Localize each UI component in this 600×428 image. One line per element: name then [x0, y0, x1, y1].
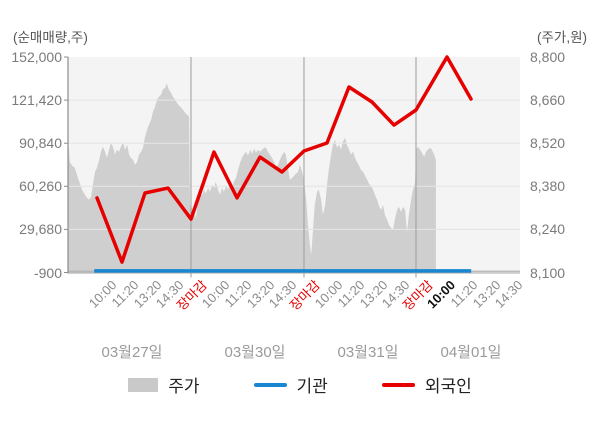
- legend-item-price: 주가: [128, 372, 200, 397]
- left-axis-tick-label: 60,260: [19, 178, 62, 195]
- institution-line-swatch: [253, 382, 287, 387]
- foreigner-line: [95, 55, 473, 264]
- left-axis-tick-label: 152,000: [11, 49, 62, 65]
- legend-label-institution: 기관: [296, 377, 328, 396]
- right-axis-tick-label: 8,240: [530, 221, 566, 238]
- left-axis-tick-label: 90,840: [19, 135, 62, 152]
- right-axis-tick-label: 8,380: [530, 178, 566, 195]
- date-label: 03월30일: [224, 344, 286, 361]
- date-label: 04월01일: [440, 344, 502, 361]
- legend-label-price: 주가: [168, 377, 200, 396]
- right-axis-tick-label: 8,520: [530, 135, 566, 152]
- right-axis-title: (주가,원): [536, 30, 587, 45]
- price-area: [68, 83, 436, 273]
- left-axis-tick-label: 29,680: [19, 221, 62, 238]
- legend-label-foreigner: 외국인: [424, 377, 472, 396]
- foreigner-line-swatch: [381, 382, 415, 387]
- legend-item-foreigner: 외국인: [381, 372, 472, 397]
- date-label: 03월31일: [337, 344, 399, 361]
- right-axis-tick-label: 8,800: [530, 49, 566, 65]
- legend-item-institution: 기관: [253, 372, 328, 397]
- left-axis-tick-label: 121,420: [11, 92, 62, 109]
- legend: 주가 기관 외국인: [0, 372, 600, 397]
- left-axis-title: (순매매량,주): [13, 30, 88, 45]
- price-area-swatch: [128, 377, 159, 392]
- left-axis-tick-label: -900: [33, 264, 62, 281]
- date-label: 03월27일: [101, 344, 163, 361]
- right-axis-tick-label: 8,100: [530, 264, 566, 281]
- right-axis-tick-label: 8,660: [530, 92, 566, 109]
